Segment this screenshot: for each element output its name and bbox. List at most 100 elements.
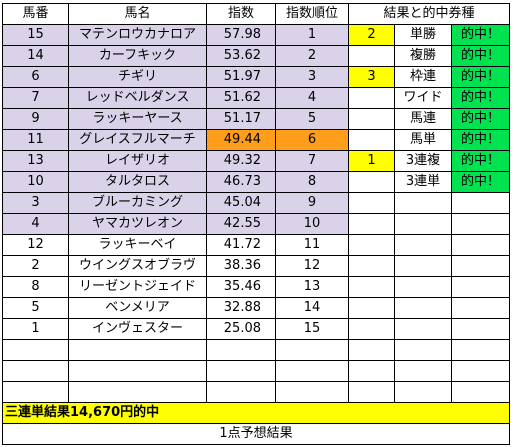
horse-number-cell: 11 bbox=[2, 129, 69, 151]
horse-number-cell bbox=[2, 381, 69, 403]
result-place-cell bbox=[348, 171, 395, 193]
hit-cell: 的中！ bbox=[451, 171, 510, 193]
index-cell: 32.88 bbox=[206, 297, 276, 319]
horse-number-cell: 13 bbox=[2, 150, 69, 172]
hit-cell: 的中！ bbox=[451, 108, 510, 130]
horse-number-cell: 14 bbox=[2, 45, 69, 67]
horse-name-cell bbox=[68, 381, 207, 403]
table-row: 11 グレイスフルマーチ 49.44 6 馬単 的中！ bbox=[2, 129, 510, 151]
caption-row: 1点予想結果 bbox=[2, 423, 510, 445]
horse-name-cell: チギリ bbox=[68, 66, 207, 88]
hit-cell bbox=[451, 318, 510, 340]
horse-name-cell: カーフキック bbox=[68, 45, 207, 67]
bet-type-cell bbox=[394, 297, 452, 319]
index-rank-cell bbox=[275, 360, 349, 382]
horse-number-cell: 9 bbox=[2, 108, 69, 130]
bet-type-cell bbox=[394, 318, 452, 340]
horse-number-cell: 15 bbox=[2, 24, 69, 46]
table-row: 7 レッドベルダンス 51.62 4 ワイド 的中！ bbox=[2, 87, 510, 109]
header-row: 馬番 馬名 指数 指数順位 結果と的中券種 bbox=[2, 3, 510, 25]
index-cell: 53.62 bbox=[206, 45, 276, 67]
bet-type-cell: 3連単 bbox=[394, 171, 452, 193]
horse-name-cell: マテンロウカナロア bbox=[68, 24, 207, 46]
result-place-cell bbox=[348, 192, 395, 214]
index-rank-cell bbox=[275, 381, 349, 403]
header-horse-name: 馬名 bbox=[68, 3, 207, 25]
horse-number-cell: 6 bbox=[2, 66, 69, 88]
index-rank-cell: 14 bbox=[275, 297, 349, 319]
table-row: 15 マテンロウカナロア 57.98 1 2 単勝 的中！ bbox=[2, 24, 510, 46]
table-row: 6 チギリ 51.97 3 3 枠連 的中！ bbox=[2, 66, 510, 88]
horse-number-cell: 7 bbox=[2, 87, 69, 109]
result-place-cell bbox=[348, 360, 395, 382]
hit-cell bbox=[451, 297, 510, 319]
horse-name-cell: タルタロス bbox=[68, 171, 207, 193]
horse-name-cell: グレイスフルマーチ bbox=[68, 129, 207, 151]
index-rank-cell: 3 bbox=[275, 66, 349, 88]
horse-number-cell: 8 bbox=[2, 276, 69, 298]
hit-cell bbox=[451, 213, 510, 235]
result-place-cell bbox=[348, 255, 395, 277]
hit-cell bbox=[451, 360, 510, 382]
table-row bbox=[2, 339, 510, 361]
bet-type-cell: 単勝 bbox=[394, 24, 452, 46]
result-place-cell: 2 bbox=[348, 24, 395, 46]
index-cell bbox=[206, 381, 276, 403]
table-row: 10 タルタロス 46.73 8 3連単 的中！ bbox=[2, 171, 510, 193]
horse-number-cell bbox=[2, 339, 69, 361]
horse-number-cell: 3 bbox=[2, 192, 69, 214]
horse-name-cell: ベンメリア bbox=[68, 297, 207, 319]
horse-name-cell: レッドベルダンス bbox=[68, 87, 207, 109]
table-row: 13 レイザリオ 49.32 7 1 3連複 的中！ bbox=[2, 150, 510, 172]
index-cell: 42.55 bbox=[206, 213, 276, 235]
horse-name-cell: ウイングスオブラヴ bbox=[68, 255, 207, 277]
horse-number-cell bbox=[2, 360, 69, 382]
index-rank-cell: 2 bbox=[275, 45, 349, 67]
index-rank-cell: 8 bbox=[275, 171, 349, 193]
result-place-cell: 1 bbox=[348, 150, 395, 172]
bet-type-cell: 3連複 bbox=[394, 150, 452, 172]
index-rank-cell: 1 bbox=[275, 24, 349, 46]
horse-name-cell: ヤマカツレオン bbox=[68, 213, 207, 235]
horse-name-cell: インヴェスター bbox=[68, 318, 207, 340]
table-row: 12 ラッキーベイ 41.72 11 bbox=[2, 234, 510, 256]
prediction-table: 馬番 馬名 指数 指数順位 結果と的中券種 15 マテンロウカナロア 57.98 1 2… bbox=[2, 3, 510, 445]
result-place-cell bbox=[348, 87, 395, 109]
horse-number-cell: 1 bbox=[2, 318, 69, 340]
result-place-cell bbox=[348, 297, 395, 319]
header-result-bet-type: 結果と的中券種 bbox=[348, 3, 510, 25]
index-cell bbox=[206, 339, 276, 361]
hit-cell: 的中！ bbox=[451, 66, 510, 88]
header-index: 指数 bbox=[206, 3, 276, 25]
result-place-cell: 3 bbox=[348, 66, 395, 88]
index-cell: 51.62 bbox=[206, 87, 276, 109]
bet-type-cell bbox=[394, 255, 452, 277]
index-cell: 25.08 bbox=[206, 318, 276, 340]
result-place-cell bbox=[348, 45, 395, 67]
result-place-cell bbox=[348, 108, 395, 130]
table-row bbox=[2, 360, 510, 382]
index-rank-cell: 15 bbox=[275, 318, 349, 340]
bet-type-cell bbox=[394, 381, 452, 403]
bet-type-cell: 馬単 bbox=[394, 129, 452, 151]
result-place-cell bbox=[348, 234, 395, 256]
index-rank-cell: 12 bbox=[275, 255, 349, 277]
table-row: 3 ブルーカミング 45.04 9 bbox=[2, 192, 510, 214]
table-caption: 1点予想結果 bbox=[2, 423, 510, 445]
bet-type-cell: 複勝 bbox=[394, 45, 452, 67]
summary-row: 三連単結果14,670円的中 bbox=[2, 402, 510, 424]
hit-cell bbox=[451, 192, 510, 214]
index-cell: 38.36 bbox=[206, 255, 276, 277]
hit-cell bbox=[451, 381, 510, 403]
horse-name-cell: リーゼントジェイド bbox=[68, 276, 207, 298]
result-place-cell bbox=[348, 213, 395, 235]
index-rank-cell: 6 bbox=[275, 129, 349, 151]
result-summary: 三連単結果14,670円的中 bbox=[2, 402, 510, 424]
bet-type-cell bbox=[394, 213, 452, 235]
table-row: 5 ベンメリア 32.88 14 bbox=[2, 297, 510, 319]
horse-name-cell bbox=[68, 339, 207, 361]
index-cell: 49.32 bbox=[206, 150, 276, 172]
result-place-cell bbox=[348, 339, 395, 361]
table-row: 1 インヴェスター 25.08 15 bbox=[2, 318, 510, 340]
header-horse-number: 馬番 bbox=[2, 3, 69, 25]
